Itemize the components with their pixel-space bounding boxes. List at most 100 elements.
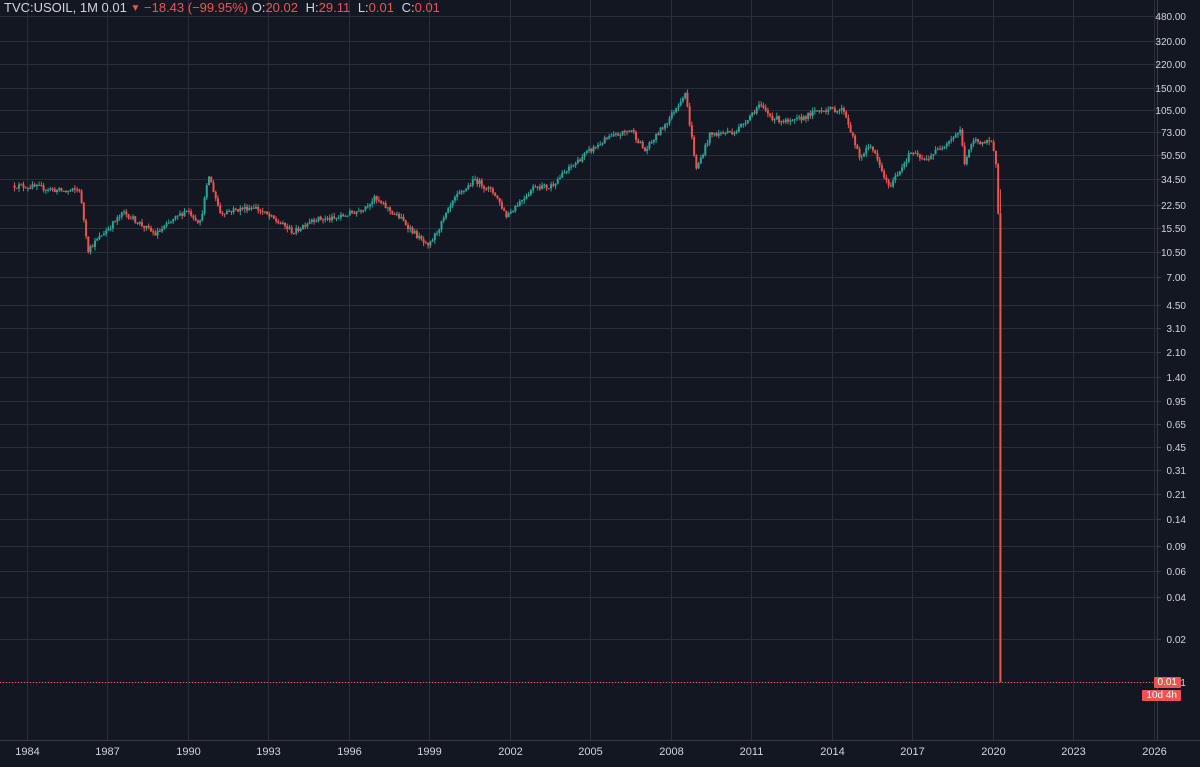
open-label: O: [251,0,266,15]
candle-body [711,132,714,135]
candlestick-series [13,89,1002,683]
candle-body [704,144,707,155]
candle-body [733,132,736,135]
high-label: H: [305,0,319,15]
candle-body [203,197,206,214]
candle-body [471,179,474,186]
candle-body [901,167,904,172]
symbol-name[interactable]: TVC:USOIL [4,0,73,15]
candle-body [601,143,604,145]
candle-body [335,217,338,219]
candle-body [268,214,271,217]
candle-body [722,132,725,134]
candle-body [974,139,977,141]
candle-body [353,212,356,214]
candle-body [299,228,302,231]
candle-body [659,127,662,135]
candle-body [892,180,895,187]
candle-body [178,213,181,216]
candle-body [40,184,43,186]
candle-body [462,190,465,192]
close-label: C: [401,0,415,15]
candle-body [223,213,226,215]
candle-body [833,108,836,113]
candle-body [76,189,79,191]
candle-body [999,213,1002,683]
candle-body [230,211,233,213]
candle-body [525,196,528,199]
interval-label[interactable]: 1M [79,0,98,15]
candle-body [903,163,906,168]
candle-body [505,210,508,218]
candle-body [760,104,763,106]
candle-body [858,148,861,158]
candle-body [724,132,727,134]
candle-body [905,161,908,164]
candle-body [614,133,617,135]
x-tick-label: 2011 [740,746,764,758]
candle-body [997,164,1000,214]
candle-body [639,141,642,144]
candle-body [393,213,396,215]
candle-body [916,152,919,155]
time-axis: 1984 1987 1990 1993 1996 1999 2002 2005 2008 2011… [0,740,1200,758]
candle-body [357,210,360,212]
y-tick-label: 480.00 [1155,12,1186,23]
candle-body [963,145,966,165]
candle-body [279,222,282,225]
y-tick-label: 73.00 [1161,128,1186,139]
y-tick-label: 105.00 [1155,106,1186,117]
candle-body [668,118,671,124]
candle-body [757,104,760,108]
candle-body [666,123,669,125]
candle-body [628,131,631,133]
candle-body [317,216,320,221]
candle-body [594,146,597,148]
candle-body [237,209,240,212]
candle-body [395,213,398,215]
candle-body [201,213,204,221]
candle-body [241,207,244,210]
candle-body [943,146,946,149]
candle-body [581,157,584,162]
candle-body [574,162,577,166]
candle-body [281,222,284,225]
candle-body [304,225,307,227]
candle-body [326,217,329,219]
candle-body [860,156,863,158]
price-change: −18.43 (−99.95%) [144,0,249,15]
candle-body [449,205,452,209]
candle-body [617,133,620,136]
x-tick-label: 2017 [900,746,924,758]
candle-body [458,192,461,195]
candle-body [603,137,606,144]
candle-body [749,115,752,121]
candle-body [315,220,318,222]
candle-body [762,105,765,108]
candle-body [939,148,942,150]
down-arrow-icon: ▼ [130,3,141,14]
candle-body [934,149,937,155]
candle-body [219,205,222,213]
candle-body [632,130,635,133]
candle-body [878,159,881,166]
candle-body [485,188,488,190]
y-tick-label: 22.50 [1161,201,1186,212]
y-tick-label: 0.02 [1167,635,1187,646]
candle-body [717,132,720,136]
candle-body [225,211,228,215]
candle-body [863,153,866,157]
candle-body [956,133,959,135]
candle-body [261,211,264,213]
x-tick-label: 2002 [498,746,522,758]
x-tick-label: 2014 [820,746,844,758]
candle-body [579,159,582,162]
candle-body [690,125,693,138]
x-tick-label: 1990 [176,746,200,758]
candle-body [433,233,436,241]
candle-body [214,192,217,199]
y-tick-label: 0.95 [1167,397,1187,408]
candle-body [907,153,910,162]
candle-body [134,216,137,223]
